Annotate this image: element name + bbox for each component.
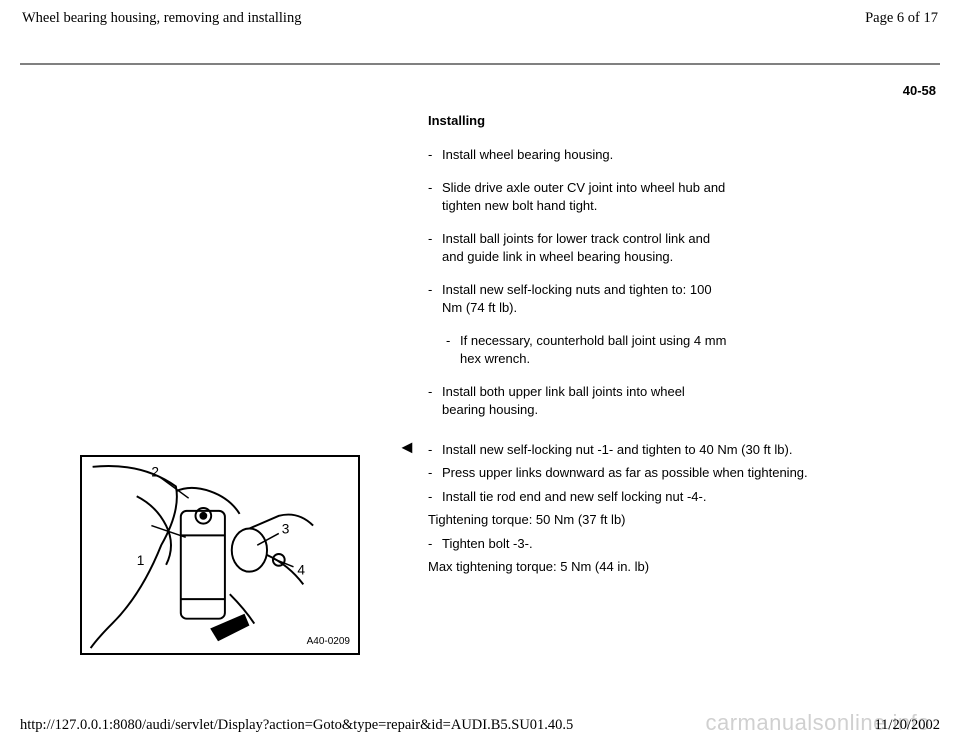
step-text: Install new self-locking nut -1- and tig… <box>442 441 932 459</box>
dash-icon: - <box>428 230 442 265</box>
step-text: Install ball joints for lower track cont… <box>442 230 728 265</box>
page: Wheel bearing housing, removing and inst… <box>0 0 960 742</box>
figure: 1 2 3 4 A40-0209 <box>80 455 360 655</box>
callout-1: 1 <box>137 552 145 567</box>
step-text: Slide drive axle outer CV joint into whe… <box>442 179 728 214</box>
figure-wrap: 1 2 3 4 A40-0209 <box>80 455 360 655</box>
step-text: Install new self-locking nuts and tighte… <box>442 281 728 316</box>
header-row: Wheel bearing housing, removing and inst… <box>20 10 940 33</box>
dash-icon: - <box>428 146 442 164</box>
figure-svg: 1 2 3 4 <box>82 457 358 653</box>
pointer-left-icon: ◄ <box>398 435 416 459</box>
header-title: Wheel bearing housing, removing and inst… <box>22 10 301 27</box>
dash-icon: - <box>428 535 442 553</box>
dash-icon: - <box>428 441 442 459</box>
header-page-info: Page 6 of 17 <box>865 10 938 27</box>
step-text: Install both upper link ball joints into… <box>442 383 728 418</box>
list-item: - Install both upper link ball joints in… <box>428 383 728 418</box>
list-item: - Slide drive axle outer CV joint into w… <box>428 179 728 214</box>
plain-text: Max tightening torque: 5 Nm (44 in. lb) <box>428 558 932 576</box>
list-item: - Install ball joints for lower track co… <box>428 230 728 265</box>
callout-4: 4 <box>297 562 305 577</box>
callout-3: 3 <box>282 521 290 536</box>
list-item: - Install new self-locking nuts and tigh… <box>428 281 728 316</box>
lower-block: ◄ <box>20 435 940 655</box>
substep-text: Press upper links downward as far as pos… <box>442 464 932 482</box>
callout-2: 2 <box>151 464 159 479</box>
list-subitem: - If necessary, counterhold ball joint u… <box>446 332 728 367</box>
plain-text: Tightening torque: 50 Nm (37 ft lb) <box>428 511 932 529</box>
footer-url: http://127.0.0.1:8080/audi/servlet/Displ… <box>20 717 573 734</box>
dash-icon: - <box>428 464 442 482</box>
list-subitem: - Press upper links downward as far as p… <box>428 464 932 482</box>
list-item: - Install new self-locking nut -1- and t… <box>428 441 932 459</box>
dash-icon: - <box>428 383 442 418</box>
footer-row: http://127.0.0.1:8080/audi/servlet/Displ… <box>20 717 940 734</box>
upper-column: Installing - Install wheel bearing housi… <box>428 112 728 419</box>
step-text: Tighten bolt -3-. <box>442 535 932 553</box>
dash-icon: - <box>428 488 442 506</box>
footer-date: 11/20/2002 <box>874 717 940 734</box>
dash-icon: - <box>428 179 442 214</box>
figure-caption: A40-0209 <box>305 635 352 649</box>
list-item: - Install tie rod end and new self locki… <box>428 488 932 506</box>
substep-text: If necessary, counterhold ball joint usi… <box>460 332 728 367</box>
dash-icon: - <box>428 281 442 316</box>
step-text: Install wheel bearing housing. <box>442 146 728 164</box>
figure-column: 1 2 3 4 A40-0209 <box>20 435 428 655</box>
list-item: - Install wheel bearing housing. <box>428 146 728 164</box>
content-area: Installing - Install wheel bearing housi… <box>20 112 940 655</box>
lower-text-column: - Install new self-locking nut -1- and t… <box>428 435 940 582</box>
step-text: Install tie rod end and new self locking… <box>442 488 932 506</box>
divider <box>20 63 940 65</box>
list-item: - Tighten bolt -3-. <box>428 535 932 553</box>
dash-icon: - <box>446 332 460 367</box>
section-number: 40-58 <box>20 83 940 98</box>
section-heading: Installing <box>428 112 728 130</box>
